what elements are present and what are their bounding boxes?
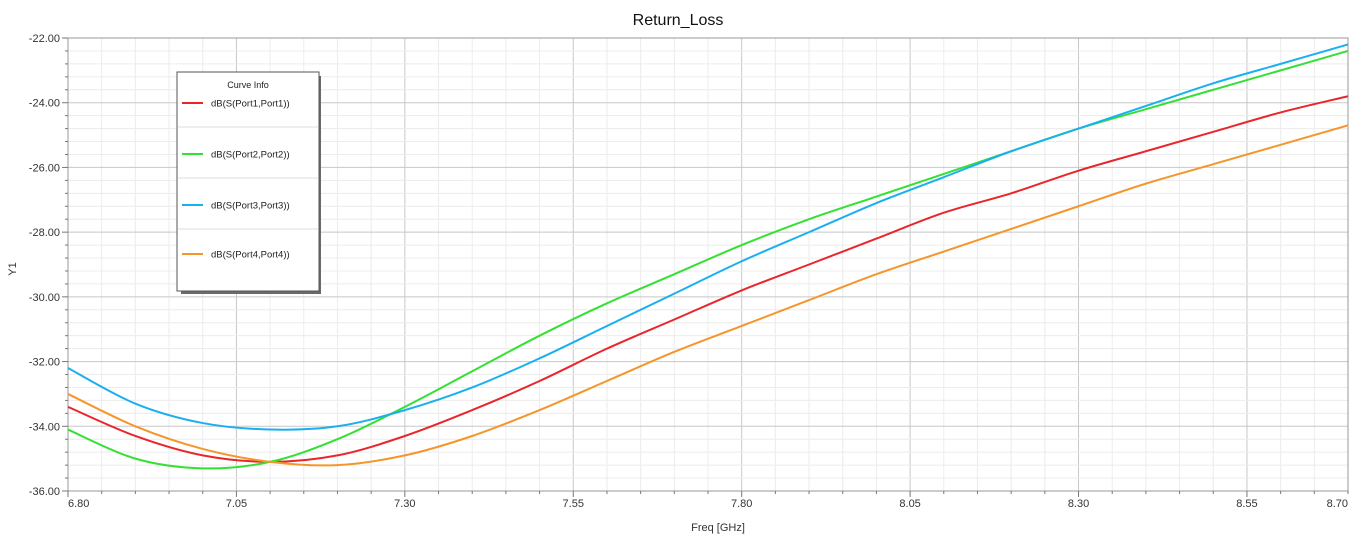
y-axis-ticks: -22.00 -24.00 -26.00 -28.00 -30.00 -32.00 -34.… xyxy=(29,33,68,498)
y-tick-label: -26.00 xyxy=(29,162,60,174)
y-axis-title: Y1 xyxy=(7,262,19,275)
y-tick-label: -22.00 xyxy=(29,33,60,45)
y-tick-label: -32.00 xyxy=(29,357,60,369)
y-tick-label: -28.00 xyxy=(29,227,60,239)
x-tick-label: 8.30 xyxy=(1068,498,1089,510)
x-tick-label: 7.30 xyxy=(394,498,415,510)
y-tick-label: -34.00 xyxy=(29,421,60,433)
y-tick-label: -30.00 xyxy=(29,292,60,304)
series-line-port2 xyxy=(67,49,1349,470)
legend-label: dB(S(Port1,Port1)) xyxy=(211,99,290,110)
x-tick-label: 8.05 xyxy=(899,498,920,510)
legend-label: dB(S(Port2,Port2)) xyxy=(211,150,290,161)
y-tick-label: -24.00 xyxy=(29,98,60,110)
series-layer xyxy=(67,43,1349,470)
y-tick-label: -36.00 xyxy=(29,486,60,498)
x-tick-label: 7.80 xyxy=(731,498,752,510)
x-tick-label: 6.80 xyxy=(68,498,89,510)
legend-title: Curve Info xyxy=(227,80,269,90)
legend-label: dB(S(Port4,Port4)) xyxy=(211,250,290,261)
x-tick-label: 7.55 xyxy=(563,498,584,510)
series-line-port4 xyxy=(67,124,1349,467)
legend-entries: dB(S(Port1,Port1)) dB(S(Port2,Port2)) dB(S… xyxy=(178,99,318,261)
chart-title: Return_Loss xyxy=(633,12,724,29)
legend[interactable]: Curve Info dB(S(Port1,Port1)) dB(S(Port2,… xyxy=(176,71,321,294)
x-tick-label: 8.55 xyxy=(1236,498,1257,510)
x-tick-label: 7.05 xyxy=(226,498,247,510)
x-axis-title: Freq [GHz] xyxy=(691,522,745,534)
series-line-port3 xyxy=(67,43,1349,431)
legend-label: dB(S(Port3,Port3)) xyxy=(211,201,290,212)
x-tick-label: 8.70 xyxy=(1327,498,1348,510)
x-axis-ticks: 6.80 7.05 7.30 7.55 7.80 8.05 8.30 8.55 8.70 xyxy=(67,491,1349,510)
